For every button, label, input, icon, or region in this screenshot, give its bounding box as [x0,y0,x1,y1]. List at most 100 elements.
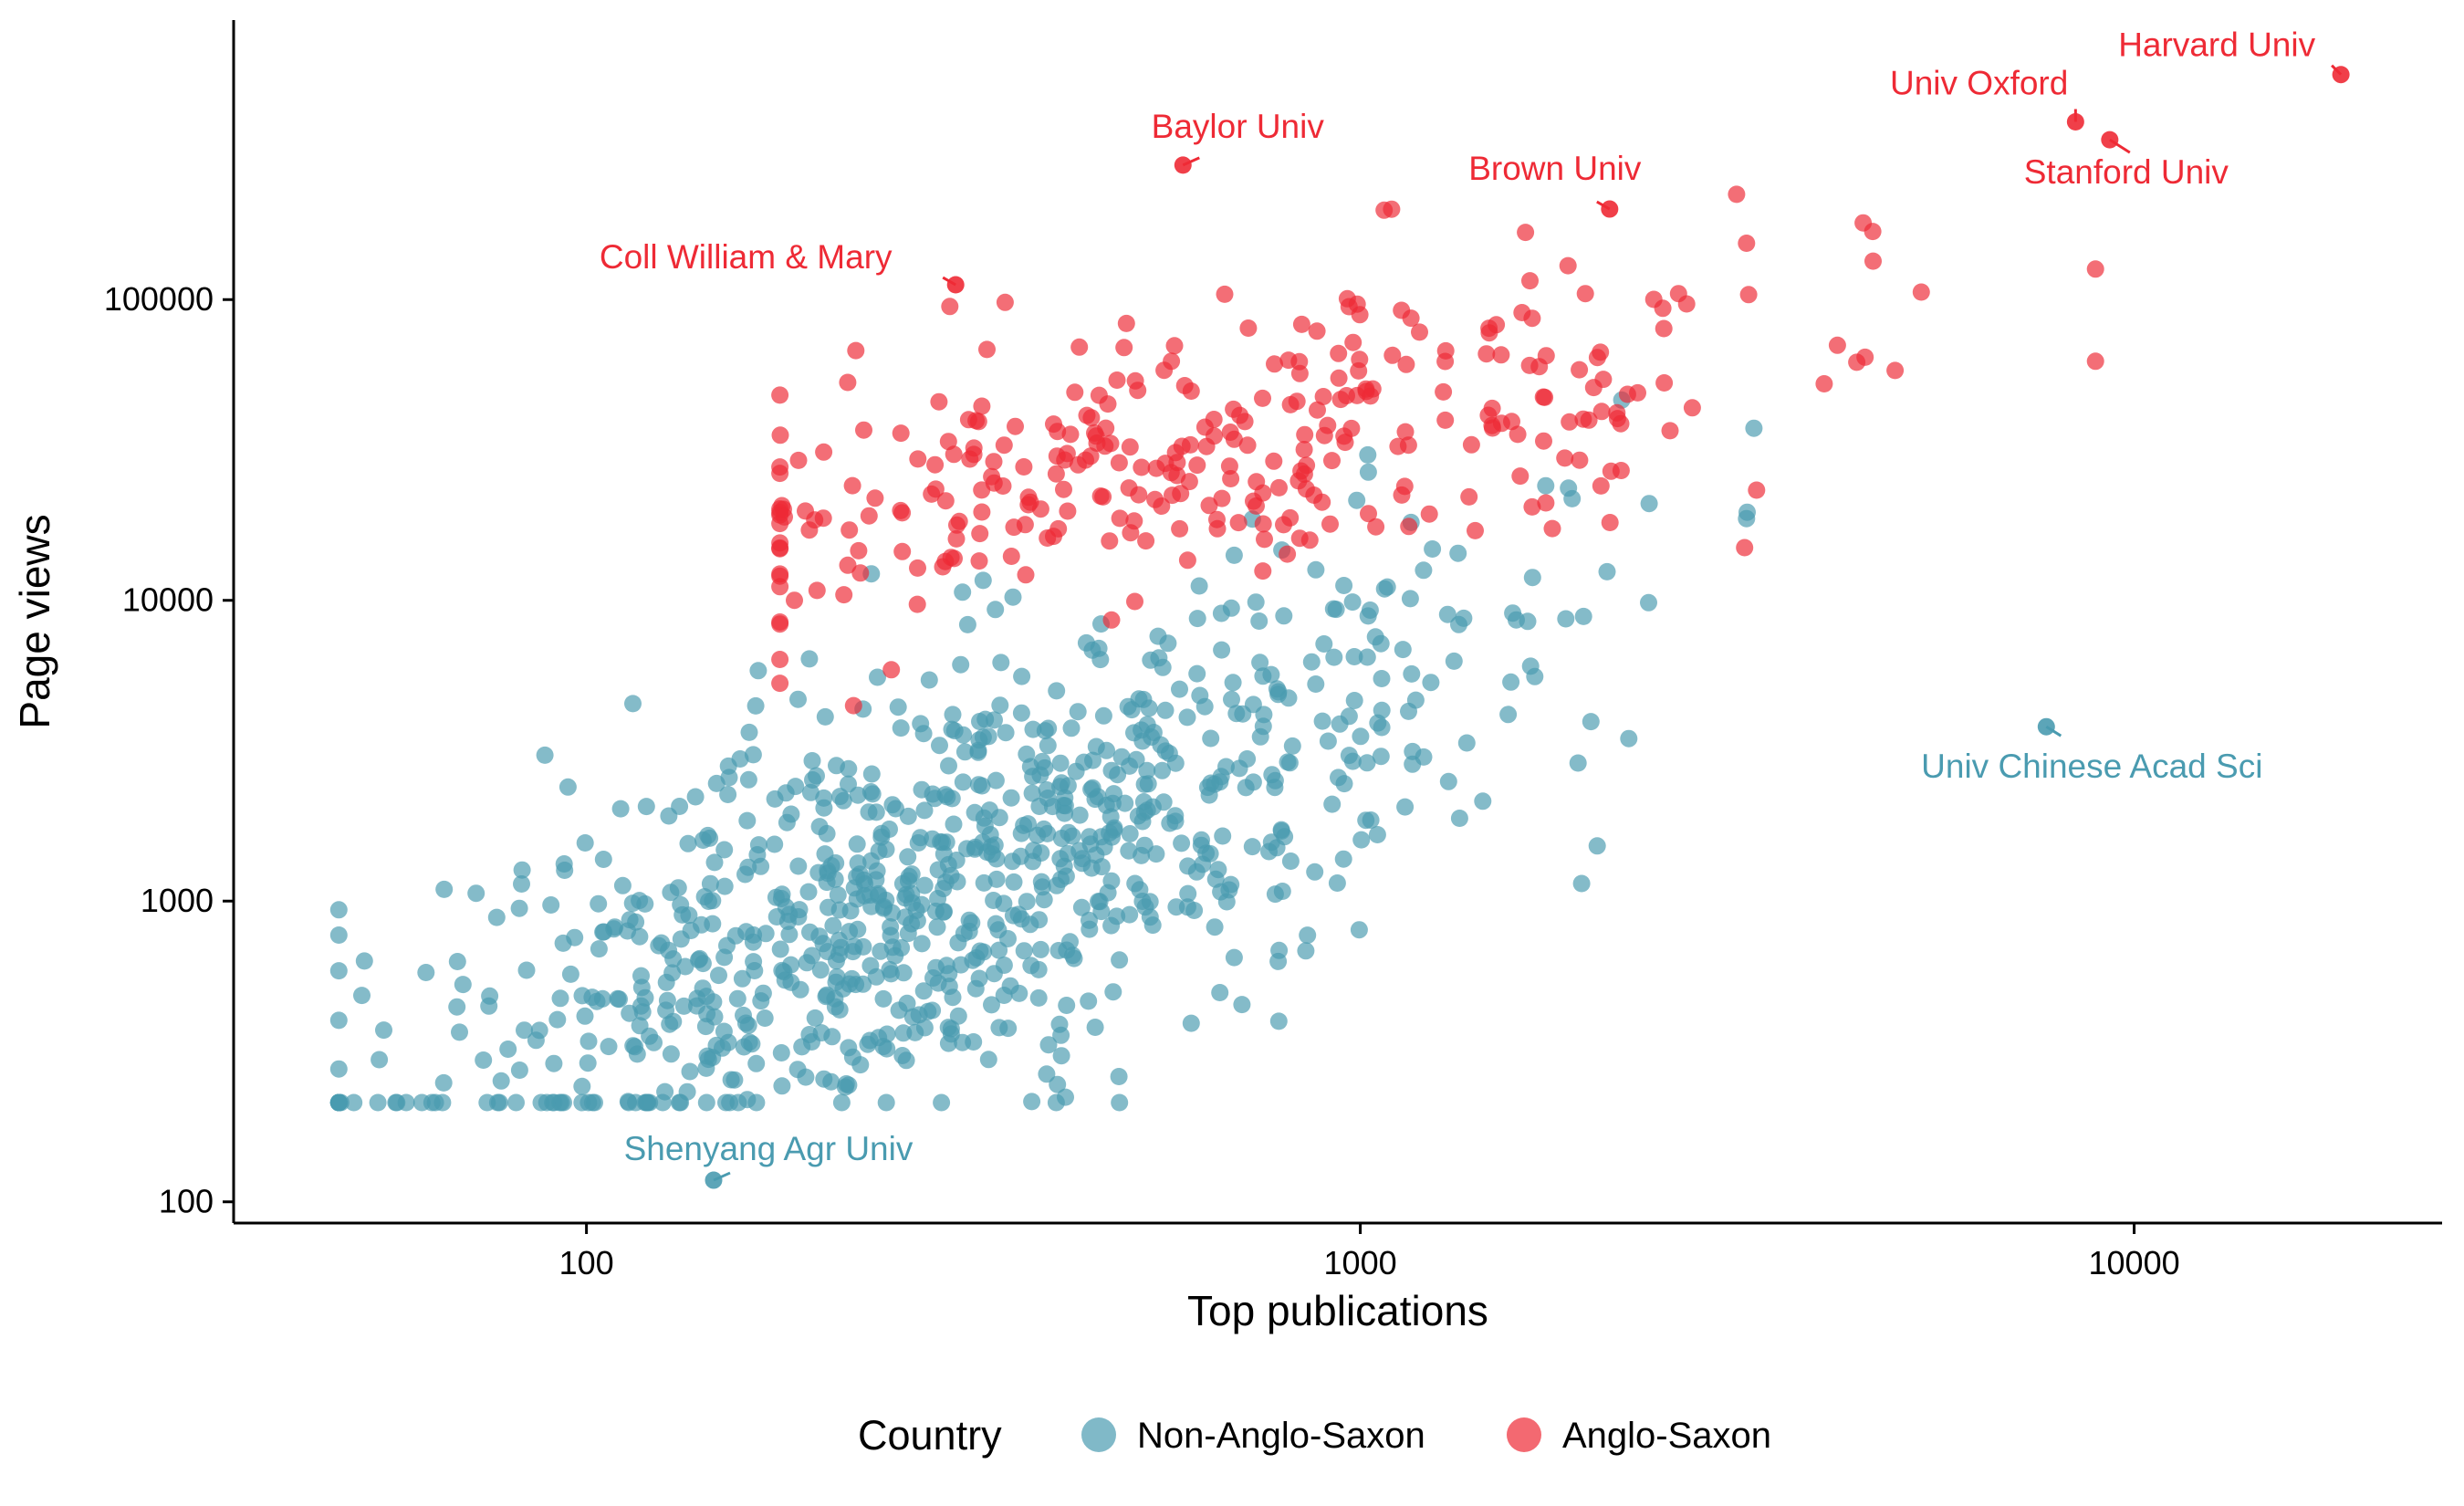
scatter-point-non-anglo-saxon [1557,610,1575,628]
scatter-point-non-anglo-saxon [818,824,836,842]
scatter-point-anglo-saxon [844,696,862,715]
scatter-point-anglo-saxon [978,340,996,359]
scatter-point-anglo-saxon [1537,347,1555,365]
scatter-point-anglo-saxon [808,581,826,600]
scatter-point-non-anglo-saxon [1202,729,1220,748]
scatter-point-anglo-saxon [1383,346,1402,364]
scatter-point-anglo-saxon [1571,451,1589,469]
scatter-point-anglo-saxon [1205,411,1223,428]
scatter-point-non-anglo-saxon [985,892,1003,909]
scatter-point-non-anglo-saxon [1368,826,1386,843]
scatter-point-non-anglo-saxon [1005,873,1023,891]
highlighted-point [2037,717,2055,736]
scatter-point-non-anglo-saxon [746,962,764,979]
scatter-point-non-anglo-saxon [837,1075,855,1093]
scatter-point-anglo-saxon [771,386,789,404]
scatter-point-anglo-saxon [1509,425,1527,444]
scatter-point-non-anglo-saxon [1179,857,1197,875]
scatter-point-non-anglo-saxon [583,988,601,1007]
scatter-point-anglo-saxon [1108,371,1126,389]
scatter-point-anglo-saxon [936,492,955,510]
scatter-point-non-anglo-saxon [1237,779,1255,797]
scatter-point-non-anglo-saxon [1213,641,1231,659]
scatter-point-non-anglo-saxon [854,975,872,993]
scatter-point-non-anglo-saxon [840,1039,858,1057]
scatter-point-non-anglo-saxon [1572,874,1591,893]
scatter-point-non-anglo-saxon [1214,827,1232,845]
scatter-point-non-anglo-saxon [1061,933,1079,951]
scatter-point-anglo-saxon [1537,494,1555,512]
scatter-point-anglo-saxon [1543,519,1561,538]
scatter-point-non-anglo-saxon [1012,847,1029,865]
scatter-point-anglo-saxon [1266,355,1283,373]
scatter-point-non-anglo-saxon [576,834,594,852]
scatter-point-non-anglo-saxon [1156,701,1175,719]
scatter-point-non-anglo-saxon [507,1093,525,1112]
scatter-point-non-anglo-saxon [545,1054,563,1072]
scatter-point-non-anglo-saxon [715,841,734,859]
scatter-point-anglo-saxon [1348,386,1366,404]
scatter-point-non-anglo-saxon [740,723,758,741]
scatter-point-non-anglo-saxon [1110,1068,1128,1085]
scatter-point-anglo-saxon [995,436,1013,455]
scatter-point-non-anglo-saxon [903,894,921,912]
scatter-point-anglo-saxon [1886,361,1905,380]
scatter-point-non-anglo-saxon [1073,854,1091,873]
scatter-point-non-anglo-saxon [987,915,1005,933]
scatter-point-non-anglo-saxon [576,1007,594,1025]
scatter-point-anglo-saxon [1031,500,1049,518]
scatter-point-non-anglo-saxon [600,1038,618,1056]
scatter-point-non-anglo-saxon [1004,588,1022,606]
y-tick-label: 1000 [141,882,214,919]
scatter-point-anglo-saxon [1133,458,1151,476]
scatter-point-non-anglo-saxon [834,791,852,810]
scatter-point-anglo-saxon [1137,532,1155,550]
scatter-point-anglo-saxon [1571,361,1589,379]
scatter-point-non-anglo-saxon [1188,610,1206,628]
scatter-point-anglo-saxon [1101,532,1119,550]
scatter-point-non-anglo-saxon [1449,544,1467,562]
scatter-point-anglo-saxon [1007,417,1024,435]
scatter-point-non-anglo-saxon [1450,810,1468,827]
scatter-point-non-anglo-saxon [538,1093,556,1112]
scatter-point-anglo-saxon [1375,201,1394,219]
scatter-point-anglo-saxon [1556,449,1574,467]
scatter-point-non-anglo-saxon [824,916,842,935]
scatter-point-anglo-saxon [908,595,926,613]
scatter-point-non-anglo-saxon [1328,874,1346,892]
scatter-point-anglo-saxon [950,512,968,530]
scatter-point-non-anglo-saxon [831,938,850,957]
scatter-point-non-anglo-saxon [620,1093,638,1112]
scatter-point-non-anglo-saxon [1086,1019,1104,1036]
scatter-point-non-anglo-saxon [929,861,947,879]
scatter-point-anglo-saxon [1351,350,1369,369]
scatter-point-anglo-saxon [1213,489,1231,507]
scatter-point-anglo-saxon [1254,389,1271,407]
scatter-point-non-anglo-saxon [1090,893,1107,911]
scatter-point-non-anglo-saxon [681,1062,699,1081]
scatter-point-non-anglo-saxon [945,815,963,833]
legend: Country Non-Anglo-Saxon Anglo-Saxon [858,1412,1771,1459]
scatter-point-anglo-saxon [1129,382,1147,400]
scatter-point-anglo-saxon [1677,295,1696,313]
scatter-point-non-anglo-saxon [699,826,717,844]
scatter-point-non-anglo-saxon [848,835,866,853]
scatter-point-non-anglo-saxon [954,773,972,791]
scatter-point-non-anglo-saxon [788,1061,807,1079]
scatter-point-anglo-saxon [1279,545,1297,563]
scatter-point-anglo-saxon [1221,424,1239,441]
scatter-point-non-anglo-saxon [1069,703,1087,721]
scatter-point-non-anglo-saxon [971,942,989,960]
scatter-point-non-anglo-saxon [488,1093,506,1112]
scatter-point-non-anglo-saxon [931,737,948,755]
scatter-point-non-anglo-saxon [766,835,784,853]
scatter-point-anglo-saxon [1292,462,1310,480]
scatter-point-anglo-saxon [1019,488,1038,507]
legend-swatch-anglo-saxon [1507,1417,1541,1452]
scatter-point-non-anglo-saxon [862,765,881,783]
scatter-point-anglo-saxon [1644,290,1663,309]
scatter-point-non-anglo-saxon [671,798,689,815]
scatter-point-non-anglo-saxon [434,1073,453,1092]
scatter-point-anglo-saxon [1321,515,1339,533]
